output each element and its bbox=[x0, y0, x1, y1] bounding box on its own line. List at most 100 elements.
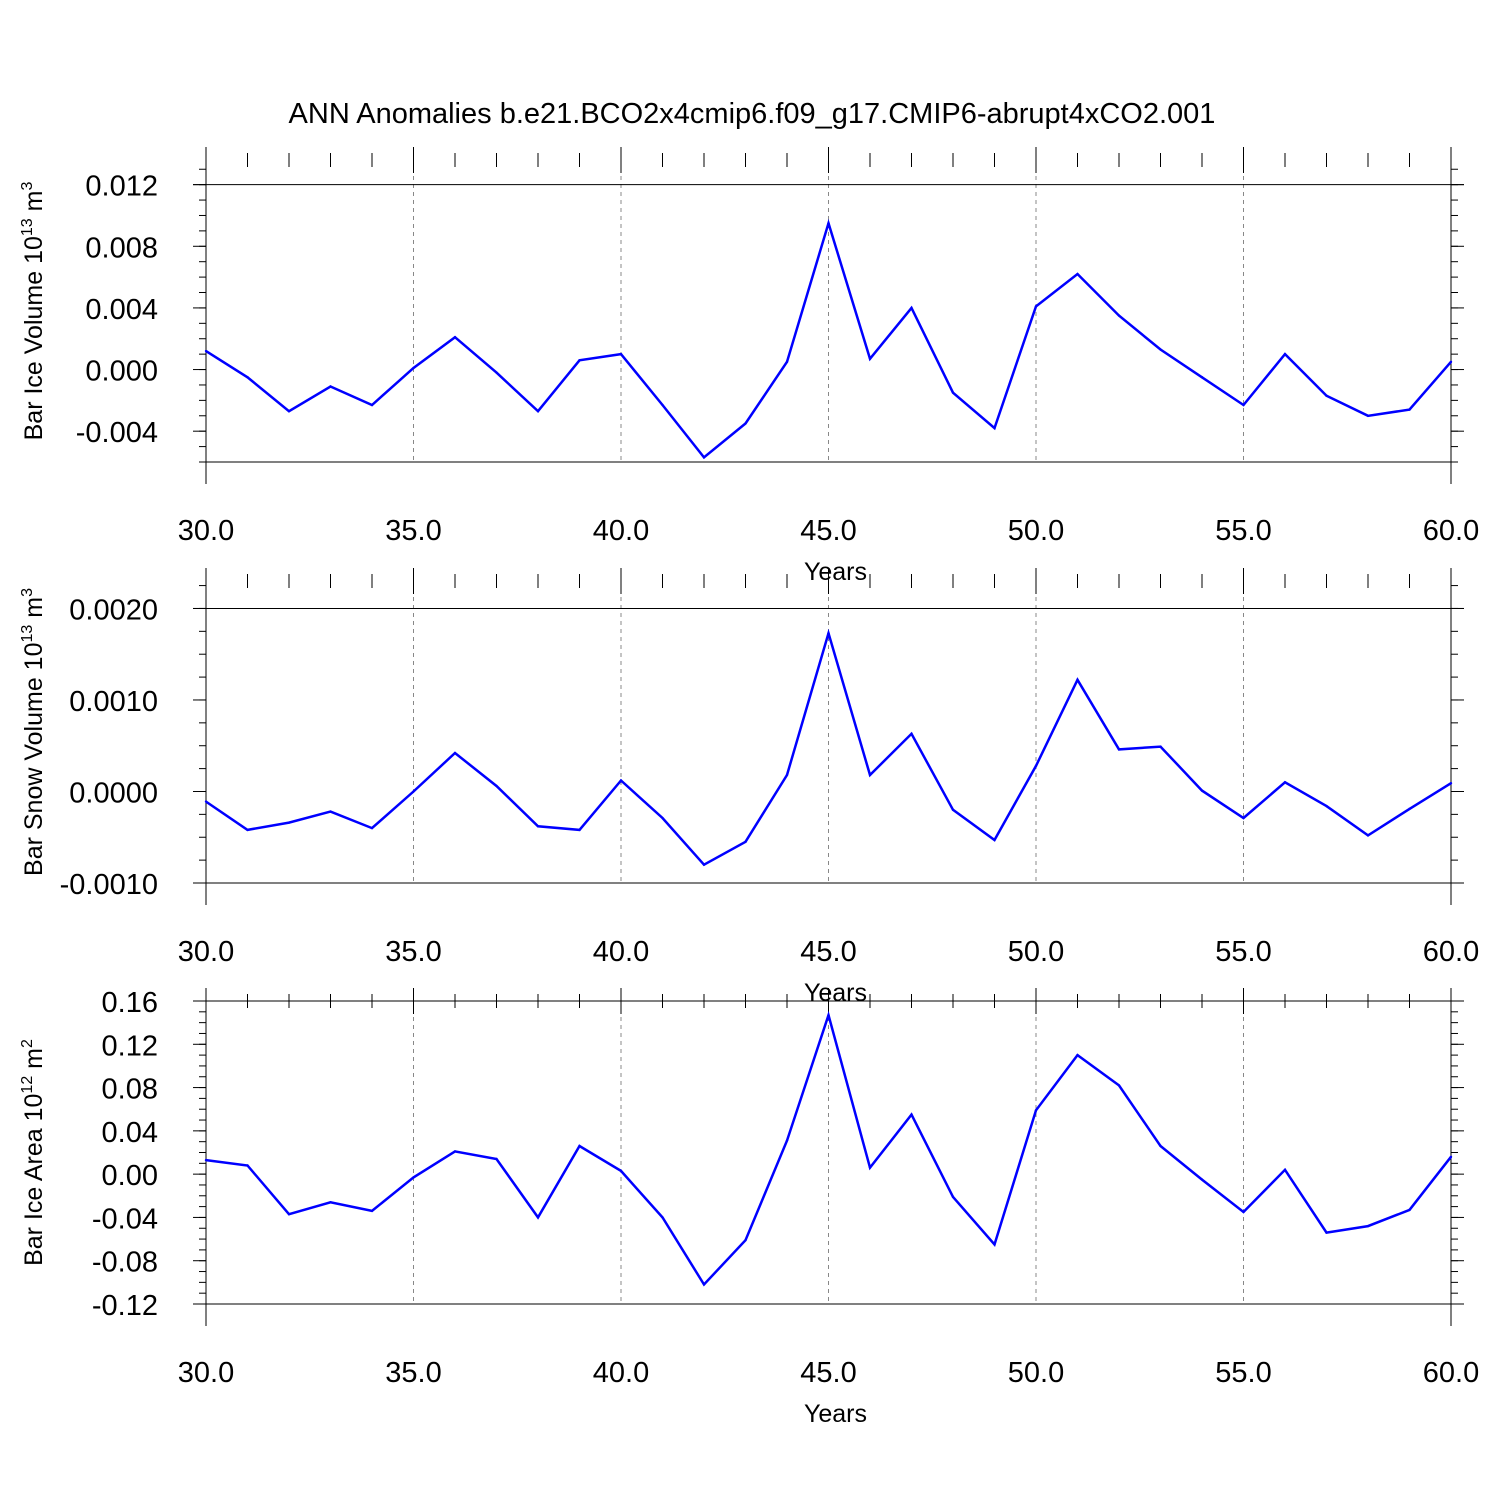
y-tick-label: -0.12 bbox=[92, 1290, 158, 1322]
data-point bbox=[370, 403, 374, 407]
data-point bbox=[1449, 782, 1453, 785]
x-tick-label: 45.0 bbox=[800, 515, 856, 547]
x-tick-label: 55.0 bbox=[1215, 1357, 1271, 1389]
data-point bbox=[578, 828, 581, 832]
data-point bbox=[1034, 305, 1038, 308]
data-point bbox=[1117, 314, 1121, 317]
data-point bbox=[1076, 272, 1079, 276]
data-point bbox=[1283, 352, 1287, 356]
y-tick-label: 0.0000 bbox=[69, 777, 158, 809]
data-point bbox=[1366, 1224, 1370, 1228]
data-point bbox=[1200, 1178, 1204, 1181]
data-point bbox=[578, 1144, 581, 1148]
data-point bbox=[619, 352, 623, 356]
data-point bbox=[287, 409, 291, 413]
data-point bbox=[868, 773, 872, 777]
y-axis-label: Bar Ice Area 1012 m2 bbox=[19, 1039, 48, 1266]
data-point bbox=[744, 1238, 747, 1242]
x-tick-label: 45.0 bbox=[800, 936, 856, 968]
data-point bbox=[453, 335, 457, 339]
data-point bbox=[1200, 789, 1204, 792]
data-point bbox=[619, 779, 623, 782]
x-tick-label: 40.0 bbox=[593, 1357, 649, 1389]
data-point bbox=[495, 784, 498, 788]
x-tick-label: 50.0 bbox=[1008, 515, 1064, 547]
data-point bbox=[204, 1158, 208, 1162]
data-point bbox=[246, 828, 249, 832]
x-axis-label: Years bbox=[804, 1400, 867, 1428]
data-point bbox=[1159, 348, 1162, 351]
data-point bbox=[1366, 834, 1370, 837]
data-point bbox=[1408, 807, 1411, 811]
x-tick-label: 60.0 bbox=[1423, 936, 1479, 968]
data-point bbox=[702, 1283, 706, 1286]
data-point bbox=[702, 863, 706, 866]
data-point bbox=[1076, 678, 1079, 682]
data-point bbox=[827, 1013, 830, 1017]
data-point bbox=[536, 409, 540, 413]
data-point bbox=[1449, 360, 1453, 364]
y-tick-label: 0.000 bbox=[85, 356, 158, 388]
x-axis-label: Years bbox=[804, 979, 867, 1007]
y-tick-label: 0.0020 bbox=[69, 594, 158, 626]
data-point bbox=[993, 1243, 996, 1246]
data-point bbox=[453, 1150, 457, 1153]
data-point bbox=[246, 1164, 249, 1167]
data-point bbox=[1242, 1210, 1245, 1214]
y-axis-label: Bar Snow Volume 1013 m3 bbox=[19, 588, 48, 876]
data-point bbox=[536, 1216, 540, 1219]
data-point bbox=[868, 1166, 872, 1169]
data-point bbox=[412, 790, 415, 793]
data-point bbox=[287, 1212, 291, 1216]
data-point bbox=[287, 821, 291, 824]
data-point bbox=[1283, 781, 1287, 784]
data-point bbox=[1076, 1053, 1079, 1057]
data-point bbox=[661, 1216, 664, 1219]
data-point bbox=[785, 1139, 789, 1142]
data-point bbox=[1408, 408, 1411, 411]
data-point bbox=[204, 349, 208, 353]
data-point bbox=[329, 810, 332, 813]
chart-panel-3: 0.16 0.12 0.08 0.04 0.00 -0.04 -0.08 -0.12 30.0 3… bbox=[19, 987, 1479, 1428]
y-tick-label: 0.16 bbox=[102, 987, 158, 1019]
data-point bbox=[619, 1169, 623, 1173]
data-point bbox=[1408, 1208, 1411, 1212]
data-point bbox=[1242, 816, 1245, 820]
data-point bbox=[1034, 764, 1038, 768]
data-point bbox=[744, 840, 747, 844]
data-point bbox=[1283, 1168, 1287, 1172]
x-tick-label: 30.0 bbox=[178, 1357, 234, 1389]
data-point bbox=[744, 422, 747, 425]
data-point bbox=[370, 826, 374, 830]
data-point bbox=[1242, 403, 1245, 407]
data-point bbox=[1159, 745, 1162, 748]
y-tick-label: -0.04 bbox=[92, 1203, 158, 1235]
data-point bbox=[1449, 1155, 1453, 1159]
x-tick-label: 55.0 bbox=[1215, 936, 1271, 968]
data-point bbox=[1325, 394, 1328, 397]
data-point bbox=[204, 800, 208, 803]
x-tick-label: 50.0 bbox=[1008, 936, 1064, 968]
data-point bbox=[702, 456, 706, 459]
figure-title: ANN Anomalies b.e21.BCO2x4cmip6.f09_g17.… bbox=[289, 98, 1216, 130]
data-point bbox=[246, 376, 249, 379]
data-point bbox=[412, 1176, 415, 1179]
data-point bbox=[536, 825, 540, 828]
data-point bbox=[827, 221, 830, 225]
y-tick-label: 0.12 bbox=[102, 1030, 158, 1062]
data-point bbox=[661, 403, 664, 407]
data-point bbox=[910, 732, 913, 736]
data-point bbox=[370, 1209, 374, 1213]
data-point bbox=[329, 385, 332, 388]
chart-panel-2: 0.0020 0.0010 0.0000 -0.0010 30.0 35.0 40.0 45.… bbox=[19, 568, 1479, 1007]
data-point bbox=[495, 1157, 498, 1161]
data-point bbox=[910, 1113, 913, 1116]
y-tick-label: 0.00 bbox=[102, 1160, 158, 1192]
data-point bbox=[951, 391, 955, 394]
data-point bbox=[578, 359, 581, 362]
data-point bbox=[993, 838, 996, 842]
chart-panels: 0.012 0.008 0.004 0.000 -0.004 30.0 35.0 40.0 45… bbox=[19, 147, 1479, 1428]
x-tick-label: 35.0 bbox=[385, 936, 441, 968]
x-tick-label: 35.0 bbox=[385, 515, 441, 547]
